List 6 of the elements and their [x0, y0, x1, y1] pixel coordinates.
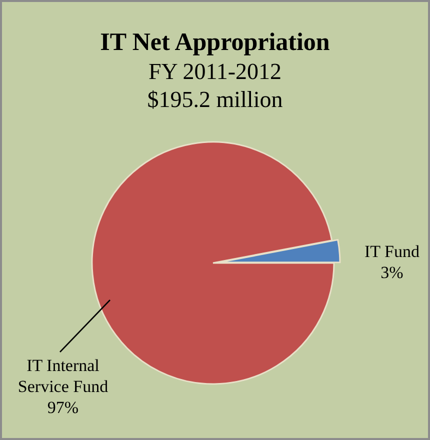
chart-subtitle: FY 2011-2012 $195.2 million: [147, 59, 284, 112]
slice-label: IT Internal Service Fund: [18, 356, 109, 396]
chart-title: IT Net Appropriation: [100, 29, 330, 56]
data-label: 97%: [47, 398, 79, 417]
data-label: 3%: [380, 263, 404, 282]
slice-label: IT Fund: [364, 242, 420, 261]
